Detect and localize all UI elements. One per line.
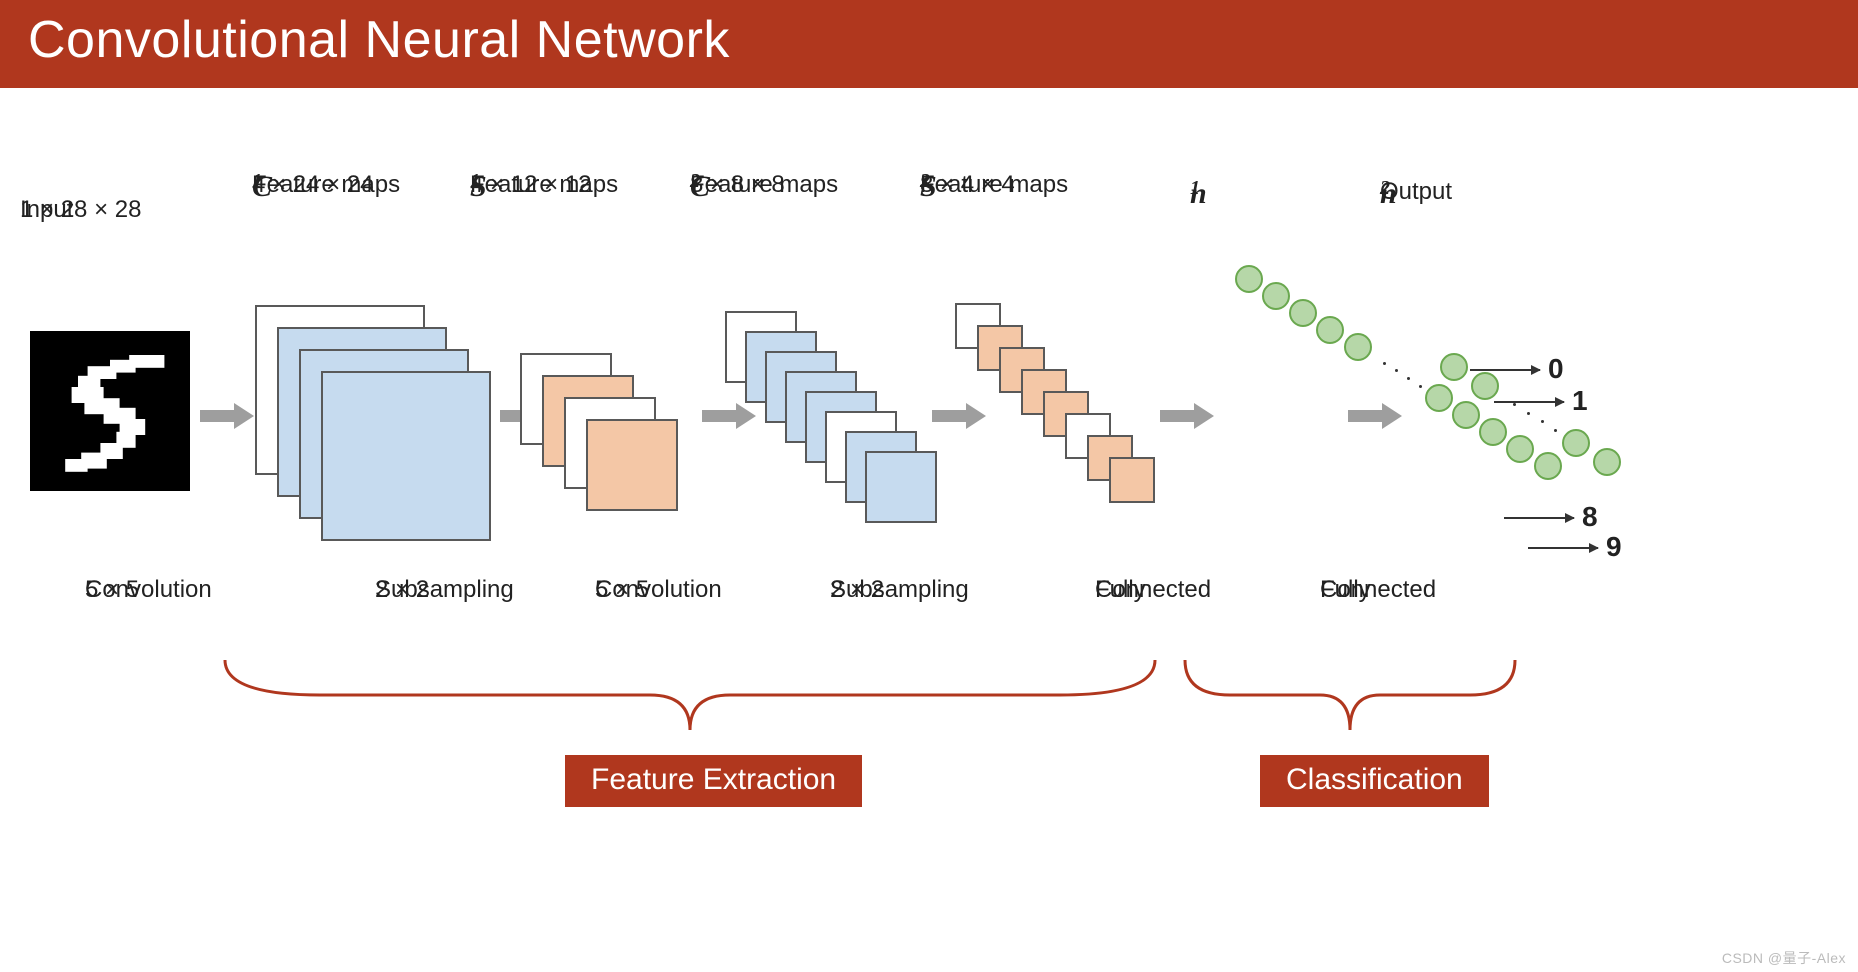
diagram-canvas: Input 1 × 28 × 28 xyxy=(0,115,1858,915)
arrow-icon xyxy=(200,403,254,429)
output-arrow xyxy=(1494,401,1564,403)
feature-tile xyxy=(865,451,937,523)
neuron xyxy=(1506,435,1534,463)
neuron xyxy=(1235,265,1263,293)
feature-tile xyxy=(586,419,678,511)
feature-tile xyxy=(1109,457,1155,503)
arrow-icon xyxy=(932,403,986,429)
neuron xyxy=(1471,372,1499,400)
neuron xyxy=(1425,384,1453,412)
neuron xyxy=(1289,299,1317,327)
brace-feature xyxy=(220,655,1160,740)
class-9: 9 xyxy=(1606,531,1622,563)
arrow-icon xyxy=(702,403,756,429)
brace-classify xyxy=(1180,655,1520,740)
neuron xyxy=(1479,418,1507,446)
neuron xyxy=(1593,448,1621,476)
output-arrow xyxy=(1470,369,1540,371)
class-1: 1 xyxy=(1572,385,1588,417)
page-title: Convolutional Neural Network xyxy=(28,11,730,69)
neuron xyxy=(1452,401,1480,429)
phase-feature: Feature Extraction xyxy=(565,755,862,807)
watermark: CSDN @量子-Alex xyxy=(1722,948,1846,968)
phase-classify: Classification xyxy=(1260,755,1489,807)
neuron xyxy=(1262,282,1290,310)
neuron xyxy=(1316,316,1344,344)
neuron xyxy=(1440,353,1468,381)
class-0: 0 xyxy=(1548,353,1564,385)
class-8: 8 xyxy=(1582,501,1598,533)
output-arrow xyxy=(1528,547,1598,549)
input-digit-image xyxy=(30,331,190,491)
neuron xyxy=(1534,452,1562,480)
feature-tile xyxy=(321,371,491,541)
arrow-icon xyxy=(1348,403,1402,429)
neuron xyxy=(1344,333,1372,361)
neuron xyxy=(1562,429,1590,457)
title-bar: Convolutional Neural Network xyxy=(0,0,1858,88)
output-arrow xyxy=(1504,517,1574,519)
arrow-icon xyxy=(1160,403,1214,429)
